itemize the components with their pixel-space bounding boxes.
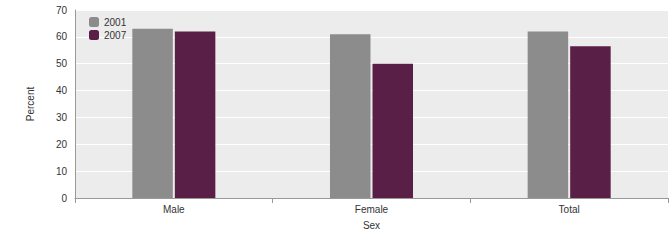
svg-text:20: 20	[56, 139, 68, 150]
svg-text:10: 10	[56, 166, 68, 177]
svg-text:70: 70	[56, 5, 68, 16]
svg-text:Percent: Percent	[25, 87, 36, 122]
svg-text:2007: 2007	[104, 30, 127, 41]
svg-text:Total: Total	[559, 204, 580, 215]
svg-text:2001: 2001	[104, 17, 127, 28]
svg-text:60: 60	[56, 31, 68, 42]
svg-text:Sex: Sex	[363, 220, 380, 231]
svg-text:Male: Male	[163, 204, 185, 215]
svg-text:50: 50	[56, 58, 68, 69]
svg-text:30: 30	[56, 112, 68, 123]
svg-text:Female: Female	[355, 204, 389, 215]
svg-text:0: 0	[61, 193, 67, 204]
svg-text:40: 40	[56, 85, 68, 96]
